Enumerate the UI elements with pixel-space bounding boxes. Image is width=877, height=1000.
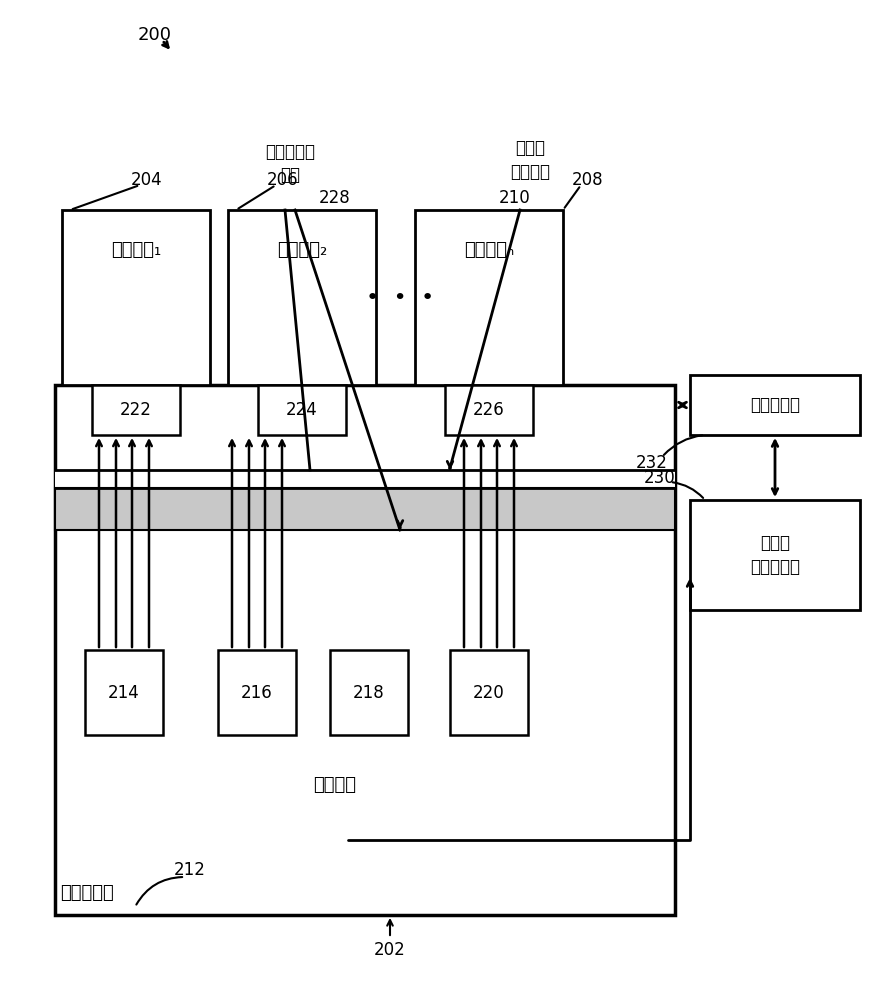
- Text: 电子设备₂: 电子设备₂: [277, 241, 327, 259]
- Text: 212: 212: [174, 861, 206, 879]
- Text: 充电器: 充电器: [515, 139, 545, 157]
- Text: 充电器组件: 充电器组件: [60, 884, 114, 902]
- Bar: [55, 488, 675, 530]
- Text: 控制器组件: 控制器组件: [750, 558, 800, 576]
- Text: 232: 232: [636, 454, 668, 472]
- Text: 206: 206: [267, 171, 299, 189]
- Bar: [62, 210, 210, 385]
- Text: 214: 214: [108, 684, 139, 702]
- Bar: [450, 650, 528, 735]
- Text: 204: 204: [132, 171, 163, 189]
- Text: 202: 202: [374, 941, 406, 959]
- Text: 探测器组件: 探测器组件: [750, 396, 800, 414]
- Bar: [258, 385, 346, 435]
- Text: 208: 208: [572, 171, 603, 189]
- Text: 光源组件: 光源组件: [313, 776, 356, 794]
- Text: 224: 224: [286, 401, 317, 419]
- Text: 光学处理器: 光学处理器: [265, 143, 315, 161]
- Bar: [445, 385, 533, 435]
- Bar: [55, 385, 675, 915]
- Text: 218: 218: [353, 684, 385, 702]
- Text: 210: 210: [499, 189, 531, 207]
- Bar: [690, 375, 860, 435]
- Text: 电子设备ₙ: 电子设备ₙ: [464, 241, 514, 259]
- Bar: [85, 650, 163, 735]
- Text: 222: 222: [120, 401, 152, 419]
- Bar: [415, 210, 563, 385]
- Text: 228: 228: [319, 189, 351, 207]
- Bar: [218, 650, 296, 735]
- Text: 电子设备₁: 电子设备₁: [111, 241, 161, 259]
- Text: 216: 216: [241, 684, 273, 702]
- Text: 组件: 组件: [280, 166, 300, 184]
- Text: •  •  •: • • •: [366, 288, 434, 308]
- Text: 200: 200: [138, 26, 172, 44]
- Text: 220: 220: [473, 684, 505, 702]
- Bar: [690, 500, 860, 610]
- Text: 基板组件: 基板组件: [510, 163, 550, 181]
- Text: 充电器: 充电器: [760, 534, 790, 552]
- Text: 226: 226: [473, 401, 505, 419]
- Bar: [228, 210, 376, 385]
- Bar: [330, 650, 408, 735]
- Bar: [92, 385, 180, 435]
- Text: 230: 230: [644, 469, 676, 487]
- Bar: [55, 470, 675, 488]
